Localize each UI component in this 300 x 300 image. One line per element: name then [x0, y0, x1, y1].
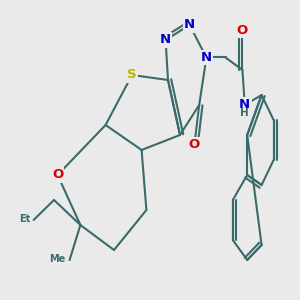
Text: O: O: [237, 23, 248, 37]
Text: N: N: [201, 51, 212, 64]
Text: H: H: [240, 108, 249, 118]
Text: N: N: [184, 19, 195, 32]
Text: O: O: [52, 169, 63, 182]
Text: S: S: [127, 68, 137, 82]
Text: O: O: [189, 139, 200, 152]
Text: Et: Et: [20, 214, 31, 224]
Text: N: N: [160, 34, 171, 46]
Text: Me: Me: [49, 254, 65, 264]
Text: N: N: [239, 98, 250, 112]
